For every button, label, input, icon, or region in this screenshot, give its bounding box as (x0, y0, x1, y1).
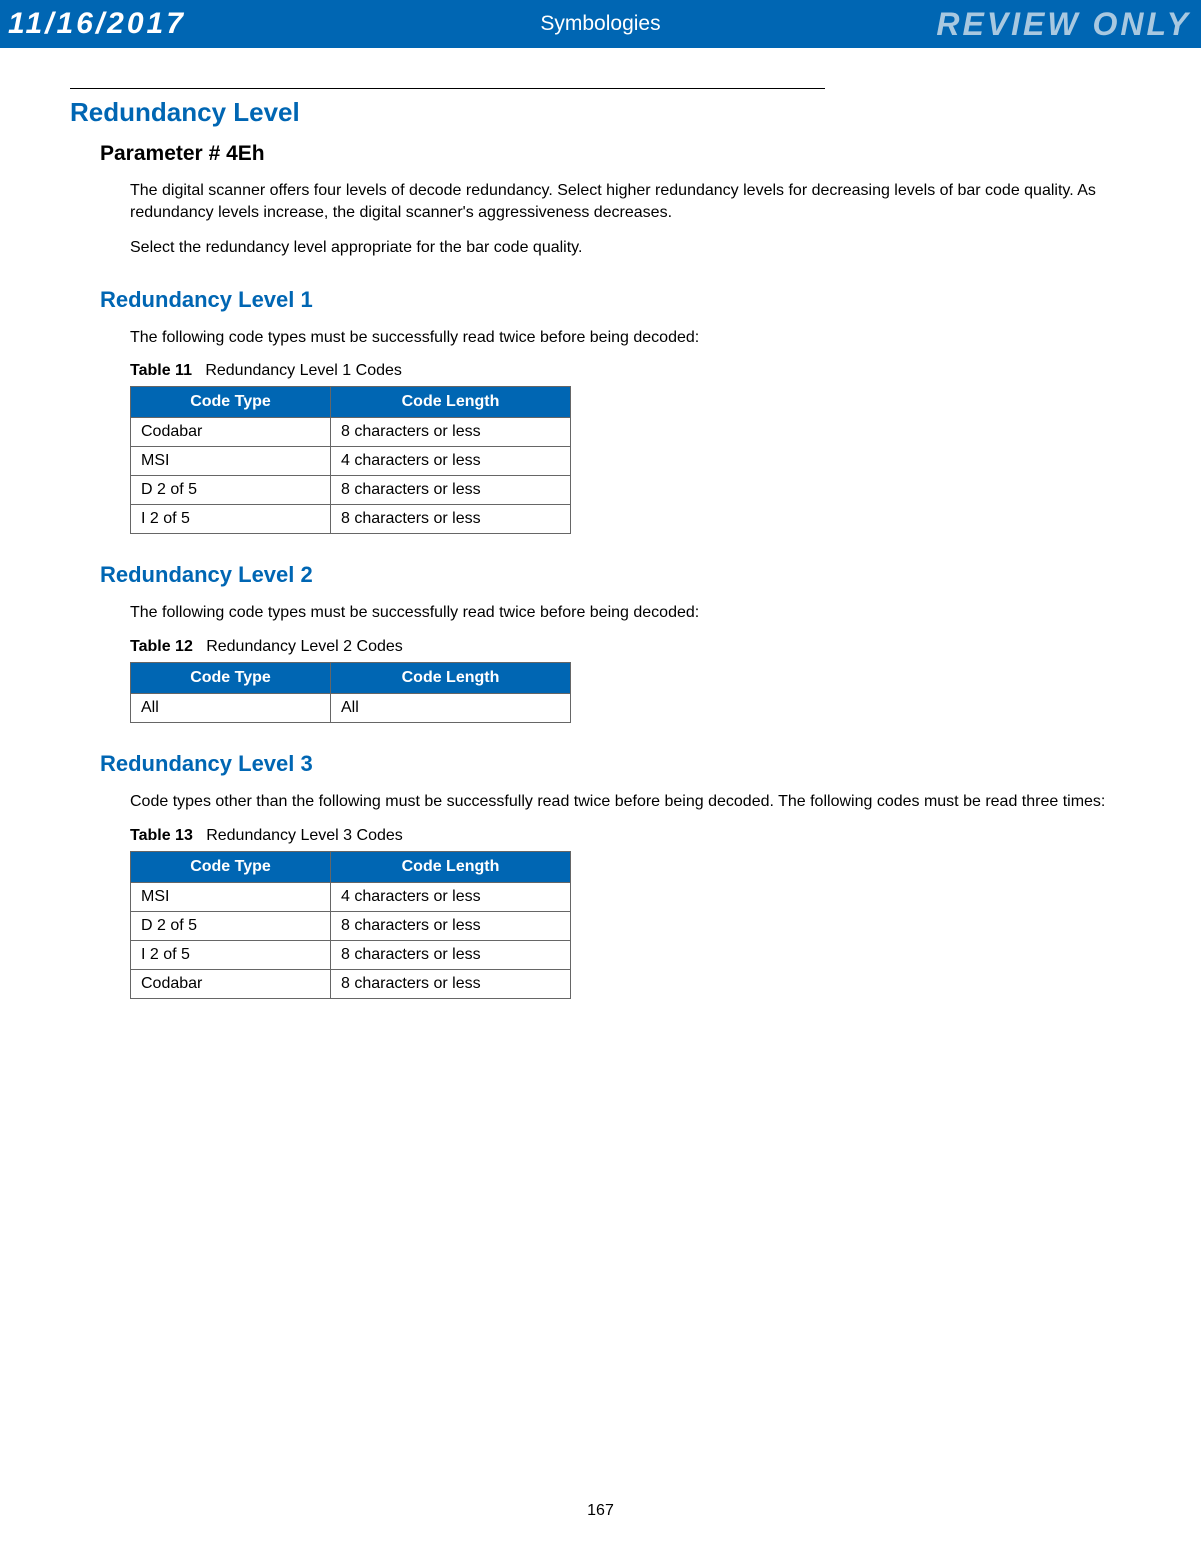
table-row: Codabar8 characters or less (131, 418, 571, 447)
level2-col-type: Code Type (131, 662, 331, 693)
header-review-stamp: REVIEW ONLY (936, 6, 1191, 43)
table-row: D 2 of 58 characters or less (131, 476, 571, 505)
table-row: AllAll (131, 693, 571, 722)
level1-col-type: Code Type (131, 387, 331, 418)
level3-col-type: Code Type (131, 851, 331, 882)
cell: 8 characters or less (331, 969, 571, 998)
level3-caption-label: Table 13 (130, 827, 193, 844)
header-title: Symbologies (540, 12, 660, 36)
page-content: Redundancy Level Parameter # 4Eh The dig… (0, 88, 1201, 999)
cell: D 2 of 5 (131, 911, 331, 940)
level1-heading: Redundancy Level 1 (100, 287, 1131, 313)
cell: MSI (131, 882, 331, 911)
cell: I 2 of 5 (131, 940, 331, 969)
level3-table-caption: Table 13 Redundancy Level 3 Codes (130, 827, 1131, 845)
level2-caption-text: Redundancy Level 2 Codes (206, 638, 403, 655)
cell: 8 characters or less (331, 476, 571, 505)
level3-caption-text: Redundancy Level 3 Codes (206, 827, 403, 844)
level1-col-length: Code Length (331, 387, 571, 418)
page-header: 11/16/2017 Symbologies REVIEW ONLY (0, 0, 1201, 48)
level2-table: Code Type Code Length AllAll (130, 662, 571, 723)
cell: All (131, 693, 331, 722)
level1-table-caption: Table 11 Redundancy Level 1 Codes (130, 362, 1131, 380)
page-number: 167 (587, 1502, 614, 1520)
cell: 8 characters or less (331, 418, 571, 447)
cell: 8 characters or less (331, 911, 571, 940)
level1-desc: The following code types must be success… (130, 327, 1130, 349)
cell: All (331, 693, 571, 722)
level2-desc: The following code types must be success… (130, 602, 1130, 624)
level3-table: Code Type Code Length MSI4 characters or… (130, 851, 571, 999)
level1-table: Code Type Code Length Codabar8 character… (130, 386, 571, 534)
cell: I 2 of 5 (131, 505, 331, 534)
cell: 4 characters or less (331, 447, 571, 476)
table-row: Codabar8 characters or less (131, 969, 571, 998)
level2-heading: Redundancy Level 2 (100, 562, 1131, 588)
intro-paragraph-2: Select the redundancy level appropriate … (130, 237, 1130, 259)
level2-col-length: Code Length (331, 662, 571, 693)
parameter-heading: Parameter # 4Eh (100, 142, 1131, 166)
cell: D 2 of 5 (131, 476, 331, 505)
cell: Codabar (131, 969, 331, 998)
table-row: MSI4 characters or less (131, 882, 571, 911)
table-row: D 2 of 58 characters or less (131, 911, 571, 940)
level2-table-caption: Table 12 Redundancy Level 2 Codes (130, 638, 1131, 656)
cell: Codabar (131, 418, 331, 447)
level3-heading: Redundancy Level 3 (100, 751, 1131, 777)
intro-paragraph-1: The digital scanner offers four levels o… (130, 180, 1130, 223)
header-date: 11/16/2017 (0, 7, 186, 41)
table-row: MSI4 characters or less (131, 447, 571, 476)
cell: 8 characters or less (331, 940, 571, 969)
cell: MSI (131, 447, 331, 476)
cell: 8 characters or less (331, 505, 571, 534)
level1-caption-text: Redundancy Level 1 Codes (205, 362, 402, 379)
table-row: I 2 of 58 characters or less (131, 940, 571, 969)
level3-col-length: Code Length (331, 851, 571, 882)
level3-desc: Code types other than the following must… (130, 791, 1130, 813)
table-row: I 2 of 58 characters or less (131, 505, 571, 534)
cell: 4 characters or less (331, 882, 571, 911)
level2-caption-label: Table 12 (130, 638, 193, 655)
level1-caption-label: Table 11 (130, 362, 192, 379)
section-divider (70, 88, 825, 89)
section-title: Redundancy Level (70, 97, 1131, 128)
